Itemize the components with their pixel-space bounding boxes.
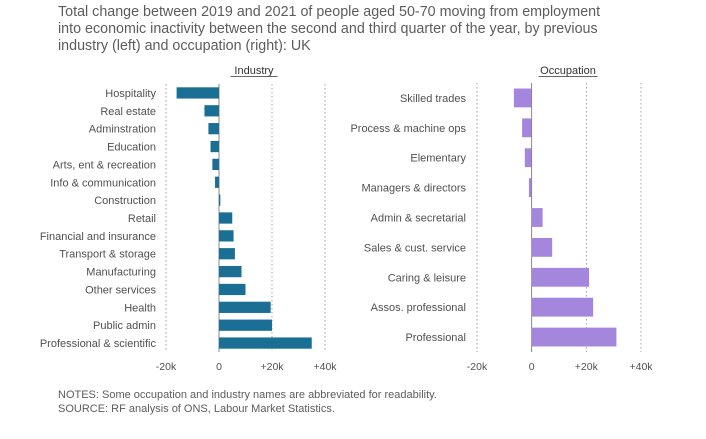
- industry-category-label: Hospitality: [105, 88, 156, 100]
- notes-line: NOTES: Some occupation and industry name…: [58, 389, 437, 401]
- occupation-bar: [531, 208, 543, 227]
- industry-category-label: Other services: [85, 284, 156, 296]
- industry-category-label: Retail: [128, 213, 156, 225]
- chart-title-line-3: industry (left) and occupation (right): …: [58, 38, 311, 54]
- occupation-panel-title: Occupation: [540, 65, 596, 77]
- occupation-category-label: Managers & directors: [361, 183, 466, 195]
- industry-bar: [219, 194, 221, 206]
- industry-bar: [219, 283, 246, 296]
- industry-category-label: Financial and insurance: [40, 231, 156, 243]
- occupation-tick-label: +40k: [629, 361, 653, 373]
- industry-tick-label: +40k: [313, 361, 337, 373]
- industry-bar: [219, 230, 234, 242]
- industry-bar: [219, 265, 242, 278]
- occupation-category-label: Assos. professional: [371, 302, 466, 314]
- occupation-tick-label: 0: [529, 361, 535, 373]
- occupation-tick-label: +20k: [575, 361, 599, 373]
- industry-bar: [219, 319, 272, 331]
- chart-notes: NOTES: Some occupation and industry name…: [58, 388, 437, 416]
- industry-panel-title: Industry: [234, 65, 274, 77]
- industry-category-label: Real estate: [100, 106, 156, 118]
- industry-category-label: Info & communication: [50, 177, 156, 189]
- occupation-category-label: Professional: [405, 332, 466, 344]
- industry-category-label: Transport & storage: [59, 249, 156, 261]
- industry-bar: [208, 123, 219, 135]
- occupation-bar: [524, 148, 532, 168]
- industry-bar: [176, 87, 219, 99]
- industry-category-label: Adminstration: [89, 124, 156, 136]
- industry-bar: [219, 337, 312, 349]
- occupation-bar: [513, 88, 532, 108]
- occupation-bar: [528, 178, 532, 198]
- industry-bar: [215, 176, 219, 188]
- occupation-bar: [531, 297, 594, 317]
- occupation-category-label: Process & machine ops: [350, 123, 466, 135]
- occupation-tick-label: -20k: [467, 361, 488, 373]
- occupation-bar: [531, 237, 553, 257]
- industry-category-label: Manufacturing: [86, 267, 156, 279]
- occupation-category-label: Skilled trades: [400, 93, 467, 105]
- industry-category-label: Professional & scientific: [40, 338, 157, 350]
- industry-bar: [219, 248, 235, 260]
- industry-bar: [219, 301, 271, 313]
- occupation-category-label: Caring & leisure: [388, 272, 466, 284]
- industry-bar: [219, 212, 233, 224]
- industry-category-label: Arts, ent & recreation: [53, 159, 156, 171]
- occupation-bar: [531, 267, 590, 287]
- chart-title-line-2: into economic inactivity between the sec…: [58, 21, 598, 37]
- occupation-bar: [531, 327, 617, 347]
- occupation-category-label: Sales & cust. service: [364, 242, 466, 254]
- chart-title: Total change between 2019 and 2021 of pe…: [58, 4, 678, 55]
- industry-category-label: Public admin: [93, 320, 156, 332]
- industry-category-label: Education: [107, 142, 156, 154]
- industry-tick-label: 0: [216, 361, 222, 373]
- industry-category-label: Construction: [94, 195, 156, 207]
- occupation-category-label: Elementary: [410, 153, 466, 165]
- occupation-bar: [522, 118, 532, 138]
- industry-bar: [212, 158, 219, 171]
- chart-title-line-1: Total change between 2019 and 2021 of pe…: [58, 4, 601, 20]
- industry-tick-label: -20k: [156, 361, 177, 373]
- industry-bar: [204, 105, 219, 117]
- source-line: SOURCE: RF analysis of ONS, Labour Marke…: [58, 403, 335, 415]
- industry-tick-label: +20k: [260, 361, 284, 373]
- occupation-category-label: Admin & secretarial: [371, 213, 466, 225]
- industry-category-label: Health: [124, 302, 156, 314]
- industry-bar: [210, 140, 219, 153]
